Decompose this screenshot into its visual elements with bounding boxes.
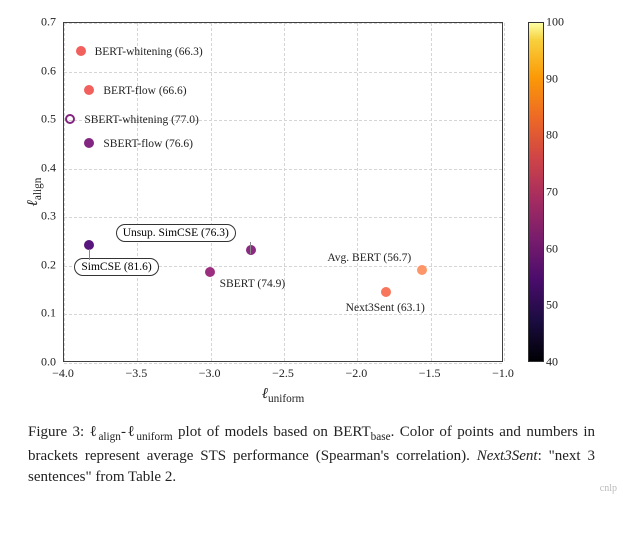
x-axis-label: ℓuniform (262, 386, 305, 405)
caption-body: ℓalign-ℓuniform plot of models based on … (28, 424, 595, 485)
point-avg-bert (417, 265, 427, 275)
point-sbert-flow (84, 138, 94, 148)
scatter-chart: ℓuniform ℓalign −4.0−3.5−3.0−2.5−2.0−1.5… (8, 10, 613, 410)
colorbar-tick: 70 (546, 185, 558, 200)
grid-line (64, 72, 502, 73)
y-tick-label: 0.7 (41, 15, 56, 30)
point-sbert (205, 267, 215, 277)
plot-box (63, 22, 503, 362)
label-avg-bert: Avg. BERT (56.7) (327, 252, 411, 264)
y-tick-label: 0.1 (41, 306, 56, 321)
grid-line (504, 23, 505, 361)
point-bert-whitening (76, 46, 86, 56)
watermark: cnlp (600, 483, 617, 494)
label-next3sent: Next3Sent (63.1) (346, 302, 425, 314)
y-tick-label: 0.5 (41, 112, 56, 127)
x-tick-label: −3.5 (125, 366, 147, 381)
leader (250, 242, 251, 254)
y-axis-label: ℓalign (25, 178, 44, 207)
grid-line (64, 363, 502, 364)
grid-line (211, 23, 212, 361)
leader (89, 249, 90, 260)
x-tick-label: −2.5 (272, 366, 294, 381)
figure-wrapper: ℓuniform ℓalign −4.0−3.5−3.0−2.5−2.0−1.5… (0, 0, 623, 489)
colorbar-tick: 100 (546, 15, 564, 30)
label-sbert-whitening: SBERT-whitening (77.0) (84, 114, 199, 126)
point-bert-flow (84, 85, 94, 95)
label-bert-flow: BERT-flow (66.6) (103, 85, 186, 97)
colorbar (528, 22, 544, 362)
colorbar-tick: 40 (546, 355, 558, 370)
point-next3sent (381, 287, 391, 297)
x-tick-label: −3.0 (199, 366, 221, 381)
y-tick-label: 0.6 (41, 63, 56, 78)
grid-line (64, 314, 502, 315)
colorbar-tick: 50 (546, 298, 558, 313)
x-tick-label: −2.0 (345, 366, 367, 381)
y-tick-label: 0.0 (41, 355, 56, 370)
colorbar-tick: 80 (546, 128, 558, 143)
callout-supervised-simcse: SimCSE (81.6) (74, 258, 158, 276)
figure-caption: Figure 3: ℓalign-ℓuniform plot of models… (8, 410, 615, 489)
label-bert-whitening: BERT-whitening (66.3) (95, 46, 203, 58)
label-sbert: SBERT (74.9) (220, 278, 286, 290)
x-tick-label: −1.0 (492, 366, 514, 381)
grid-line (64, 217, 502, 218)
grid-line (137, 23, 138, 361)
y-tick-label: 0.2 (41, 257, 56, 272)
point-sbert-whitening (65, 114, 75, 124)
grid-line (431, 23, 432, 361)
grid-line (284, 23, 285, 361)
grid-line (64, 23, 502, 24)
callout-unsup-simcse: Unsup. SimCSE (76.3) (116, 224, 236, 242)
colorbar-tick: 60 (546, 241, 558, 256)
x-tick-label: −1.5 (419, 366, 441, 381)
grid-line (64, 169, 502, 170)
y-tick-label: 0.3 (41, 209, 56, 224)
grid-line (64, 23, 65, 361)
label-sbert-flow: SBERT-flow (76.6) (103, 138, 193, 150)
y-tick-label: 0.4 (41, 160, 56, 175)
colorbar-tick: 90 (546, 71, 558, 86)
caption-prefix: Figure 3: (28, 424, 84, 440)
